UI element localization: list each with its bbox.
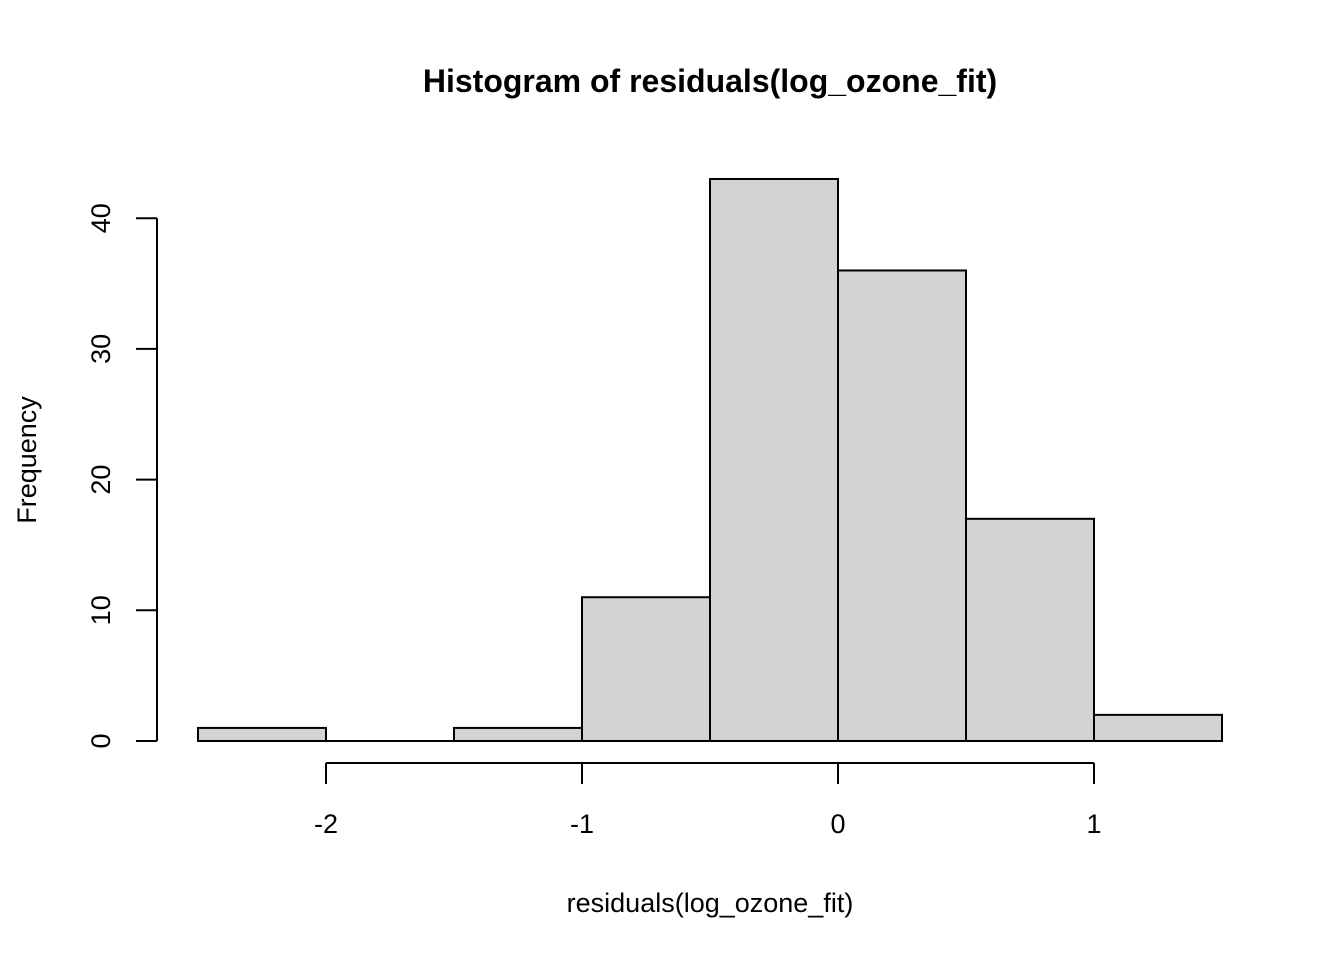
histogram-bar (197, 726, 327, 742)
x-axis: -2 -1 0 1 (314, 762, 1102, 839)
histogram-bar (453, 726, 583, 742)
y-axis: 0 10 20 30 40 (86, 203, 158, 749)
y-tick-label: 40 (86, 203, 116, 233)
histogram-bar (965, 517, 1095, 742)
histogram-bar (1093, 713, 1223, 742)
histogram-bar (837, 269, 967, 742)
x-tick-label: -2 (314, 809, 338, 839)
y-tick-label: 20 (86, 465, 116, 495)
y-axis-label: Frequency (12, 396, 42, 524)
histogram-bar (709, 177, 839, 743)
y-tick-label: 10 (86, 595, 116, 625)
y-tick-label: 30 (86, 334, 116, 364)
histogram-bar (581, 596, 711, 742)
chart-title: Histogram of residuals(log_ozone_fit) (423, 63, 997, 99)
x-axis-label: residuals(log_ozone_fit) (567, 888, 854, 918)
x-tick-label: 1 (1086, 809, 1101, 839)
x-tick-label: -1 (570, 809, 594, 839)
y-tick-label: 0 (86, 733, 116, 748)
x-tick-label: 0 (830, 809, 845, 839)
bars-group (197, 177, 1223, 743)
